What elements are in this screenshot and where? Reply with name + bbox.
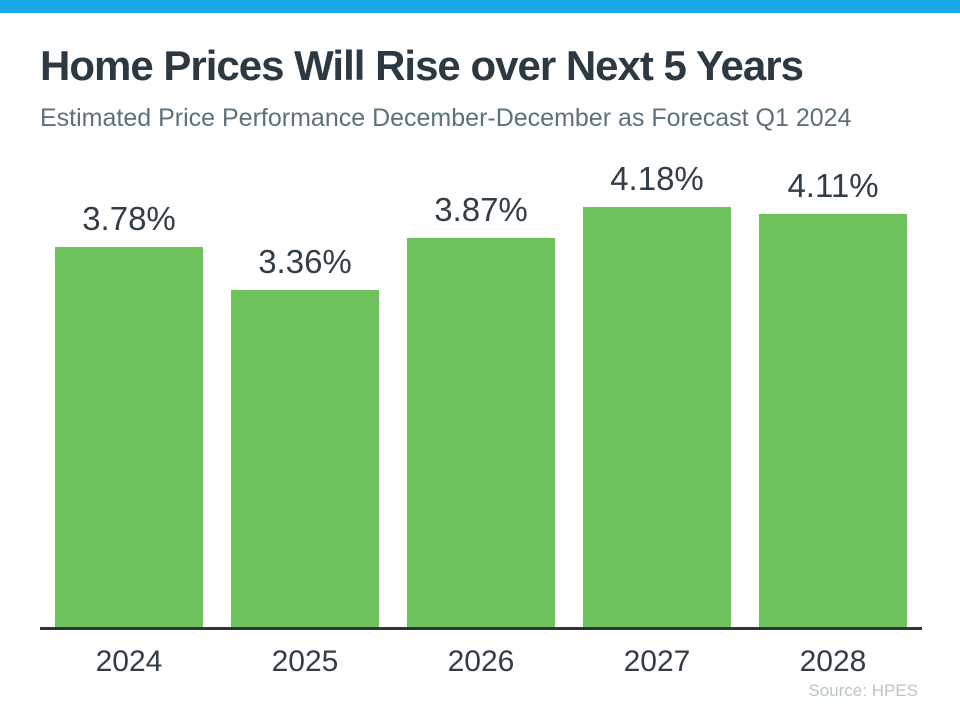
x-tick-label: 2025 — [271, 645, 339, 679]
bar — [759, 214, 907, 628]
bar — [583, 207, 731, 628]
bar — [231, 290, 379, 628]
bar-value-label: 3.78% — [82, 200, 176, 238]
chart-plot-area: 3.78% 3.36% 3.87% 4.18% 4.11% — [40, 150, 922, 628]
x-tick-label: 2027 — [623, 645, 691, 679]
x-tick-label: 2024 — [95, 645, 163, 679]
bar-value-label: 4.18% — [610, 160, 704, 198]
page-subtitle: Estimated Price Performance December-Dec… — [40, 104, 852, 133]
x-axis-tick-labels: 2024 2025 2026 2027 2028 — [40, 644, 922, 680]
bar-value-label: 3.36% — [258, 243, 352, 281]
bar-column: 3.78% — [55, 200, 203, 628]
page-title: Home Prices Will Rise over Next 5 Years — [40, 42, 804, 89]
top-accent-bar — [0, 0, 960, 13]
source-credit: Source: HPES — [808, 681, 918, 700]
bar-column: 4.11% — [759, 167, 907, 628]
bar-column: 3.87% — [407, 191, 555, 628]
bar-value-label: 4.11% — [787, 167, 879, 205]
bar-chart: 3.78% 3.36% 3.87% 4.18% 4.11% 2024 2025 … — [40, 150, 922, 680]
bar — [55, 247, 203, 628]
bar-column: 3.36% — [231, 243, 379, 628]
x-tick-label: 2028 — [799, 645, 867, 679]
bar-column: 4.18% — [583, 160, 731, 628]
x-axis-line — [40, 627, 922, 631]
bar — [407, 238, 555, 628]
x-tick-label: 2026 — [447, 645, 515, 679]
bar-value-label: 3.87% — [434, 191, 528, 229]
